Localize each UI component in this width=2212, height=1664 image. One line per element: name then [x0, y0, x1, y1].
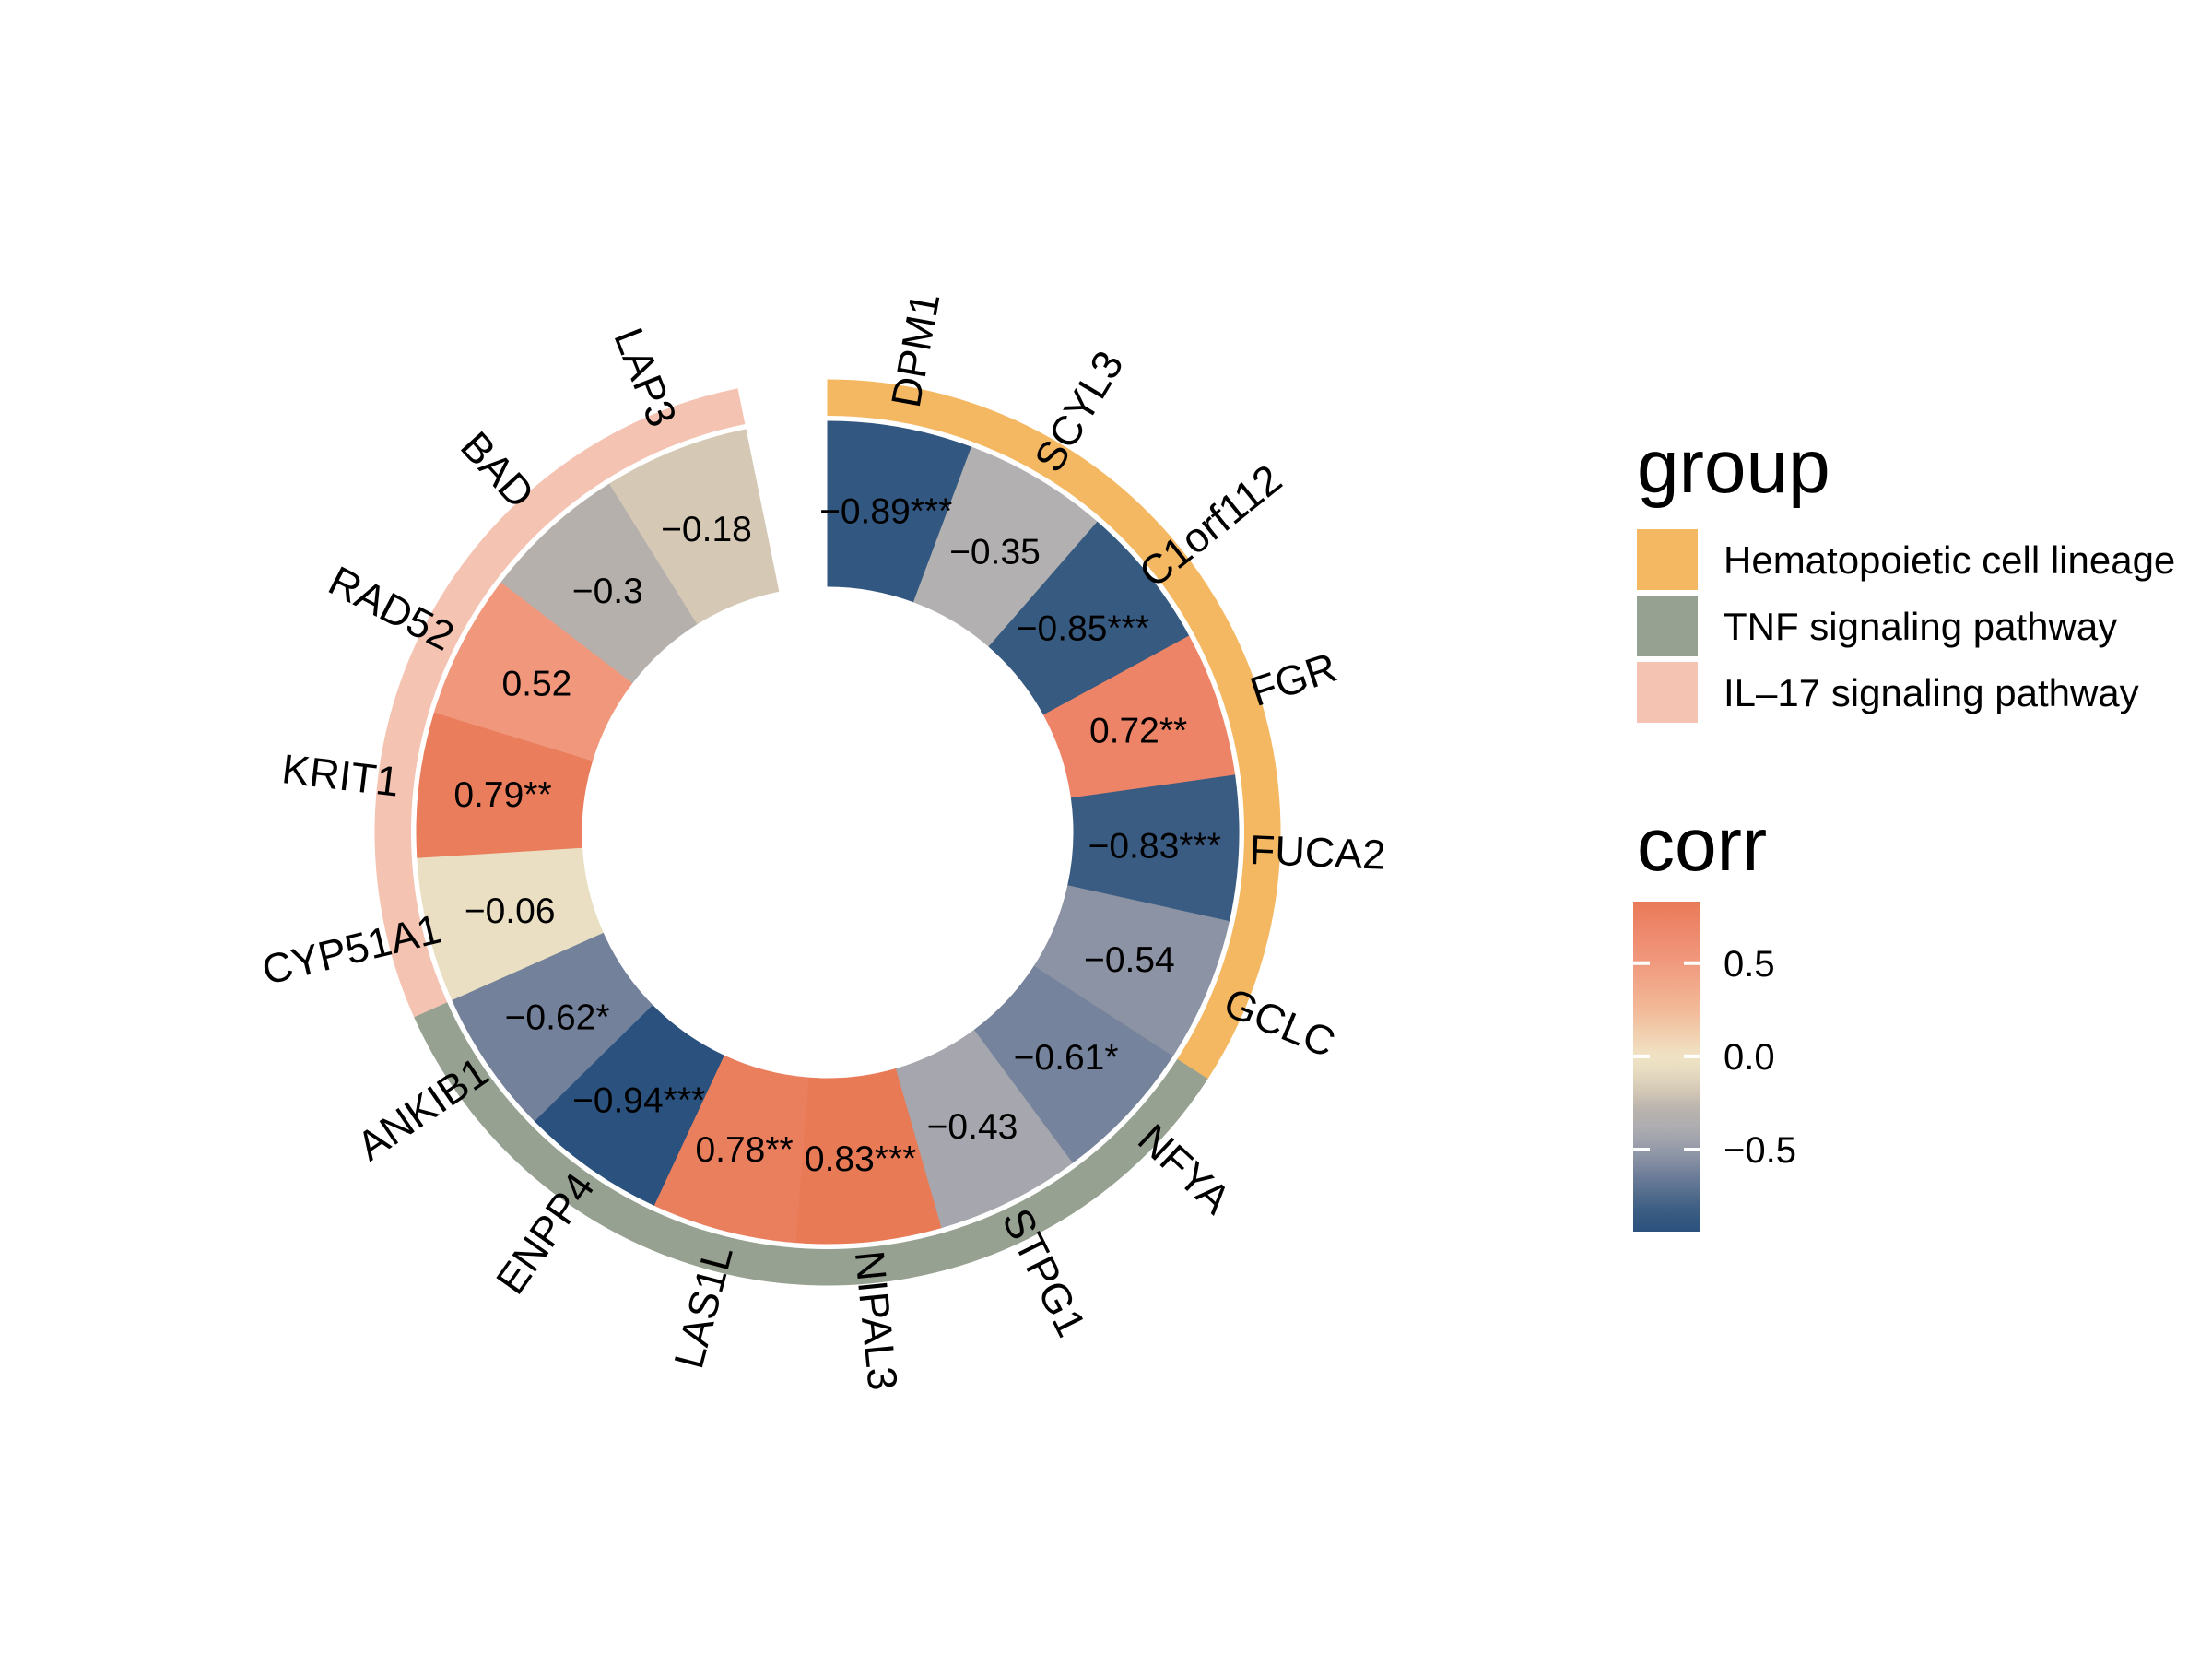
svg-text:−0.06: −0.06: [465, 891, 556, 931]
svg-text:−0.43: −0.43: [927, 1107, 1018, 1147]
svg-text:0.83***: 0.83***: [805, 1139, 916, 1179]
svg-text:0.52: 0.52: [501, 664, 571, 703]
svg-text:−0.83***: −0.83***: [1088, 827, 1221, 867]
svg-text:TNF signaling pathway: TNF signaling pathway: [1724, 605, 2117, 648]
svg-text:−0.85***: −0.85***: [1017, 609, 1149, 649]
svg-text:0.79**: 0.79**: [453, 775, 551, 815]
svg-text:−0.5: −0.5: [1724, 1130, 1796, 1171]
svg-text:corr: corr: [1637, 803, 1767, 887]
svg-text:−0.18: −0.18: [661, 510, 752, 549]
svg-text:0.72**: 0.72**: [1089, 712, 1187, 751]
svg-text:−0.54: −0.54: [1084, 940, 1175, 980]
svg-text:IL–17 signaling pathway: IL–17 signaling pathway: [1724, 671, 2139, 714]
svg-text:−0.62*: −0.62*: [505, 998, 610, 1038]
svg-text:group: group: [1637, 425, 1830, 509]
svg-text:Hematopoietic cell lineage: Hematopoietic cell lineage: [1724, 538, 2175, 582]
svg-text:0.0: 0.0: [1724, 1037, 1775, 1078]
svg-text:0.5: 0.5: [1724, 944, 1775, 985]
svg-text:−0.3: −0.3: [572, 572, 643, 611]
svg-text:FUCA2: FUCA2: [1249, 826, 1386, 879]
svg-text:−0.35: −0.35: [949, 533, 1041, 572]
svg-text:−0.94***: −0.94***: [572, 1081, 705, 1121]
svg-text:−0.89***: −0.89***: [819, 492, 952, 532]
svg-text:0.78**: 0.78**: [695, 1130, 793, 1170]
svg-text:−0.61*: −0.61*: [1014, 1038, 1119, 1078]
